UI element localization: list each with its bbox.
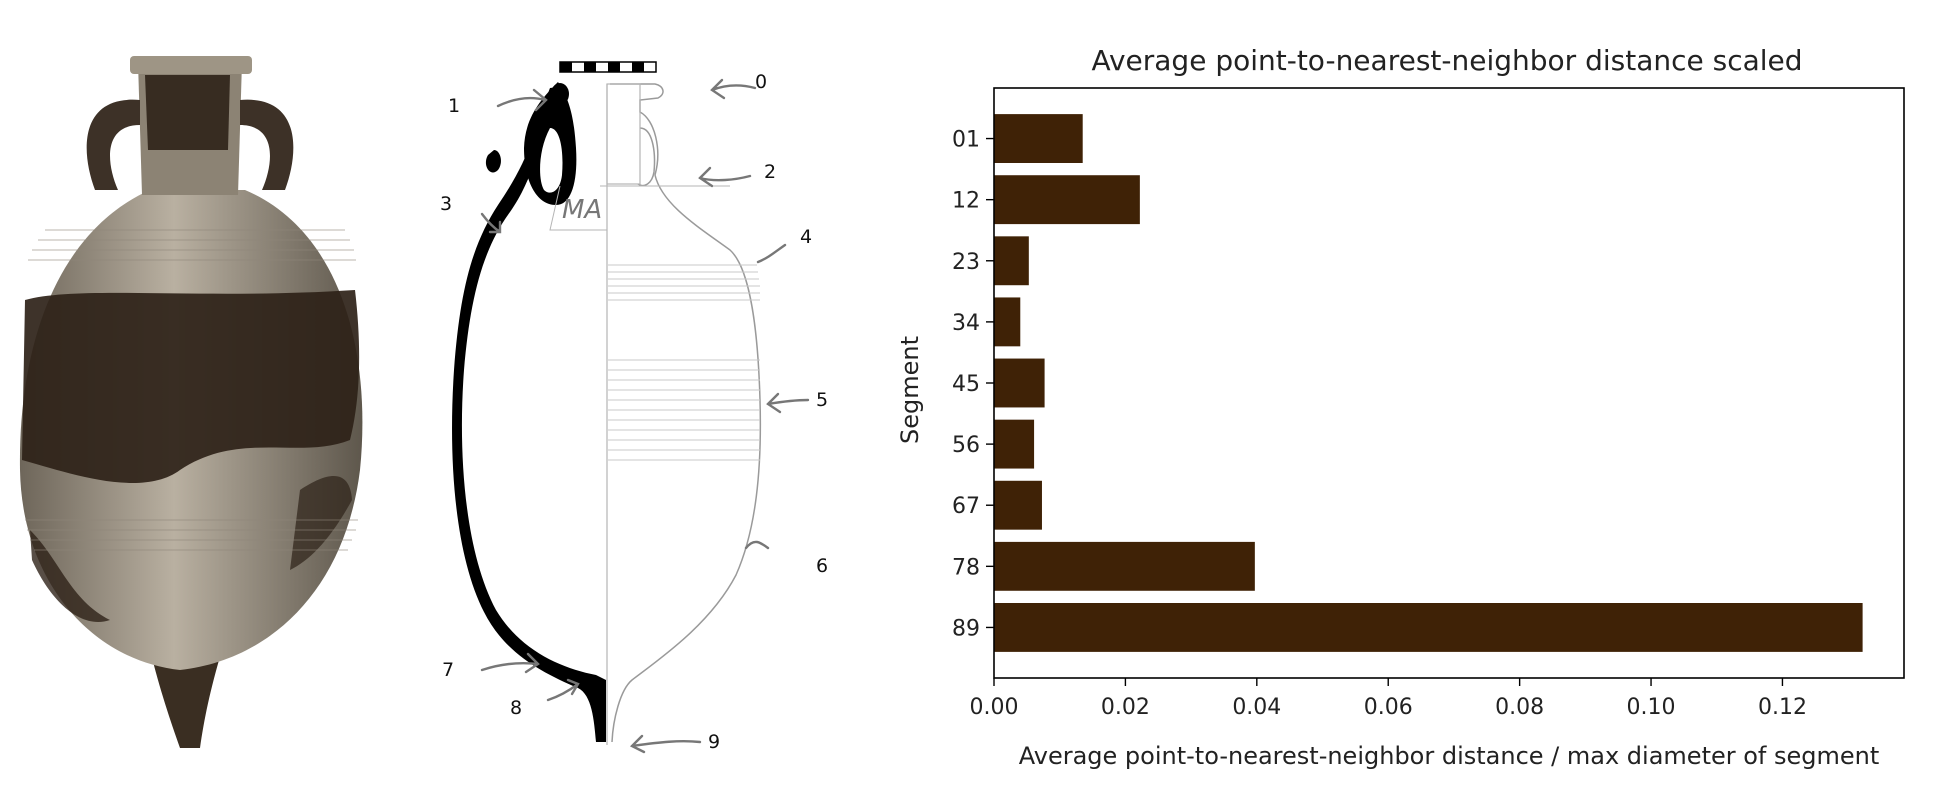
bar-34 <box>994 297 1021 347</box>
y-axis-label: Segment <box>896 336 924 444</box>
plot-frame <box>993 87 1905 679</box>
callout-label-8: 8 <box>510 697 522 719</box>
callout-label-6: 6 <box>816 555 828 577</box>
bars-layer <box>994 114 1863 652</box>
scale-bar <box>559 61 657 73</box>
x-tick-label-2: 0.04 <box>1232 695 1281 720</box>
chart-title: Average point-to-nearest-neighbor distan… <box>1091 44 1802 77</box>
bar-45 <box>994 358 1045 408</box>
amphora-photo-panel <box>0 0 400 802</box>
bar-23 <box>994 236 1029 286</box>
bar-56 <box>994 419 1035 469</box>
callout-label-0: 0 <box>755 71 767 93</box>
callout-label-3: 3 <box>440 193 452 215</box>
x-tick-label-3: 0.06 <box>1364 695 1413 720</box>
bar-12 <box>994 175 1140 225</box>
y-tick-label-67: 67 <box>952 494 980 519</box>
x-axis-label: Average point-to-nearest-neighbor distan… <box>1019 742 1880 770</box>
y-tick-label-12: 12 <box>952 189 980 214</box>
x-tick-label-0: 0.00 <box>970 695 1019 720</box>
y-tick-label-01: 01 <box>952 128 980 153</box>
inscription-text: MA <box>562 195 602 225</box>
chart-panel: Average point-to-nearest-neighbor distan… <box>880 0 1938 802</box>
bar-78 <box>994 541 1255 591</box>
y-tick-label-34: 34 <box>952 311 980 336</box>
section-profile <box>452 87 606 742</box>
callout-label-1: 1 <box>448 95 460 117</box>
callout-label-2: 2 <box>764 161 776 183</box>
amphora-photo <box>19 56 363 748</box>
y-tick-label-56: 56 <box>952 433 980 458</box>
ticks-layer: 01 12 23 34 45 56 67 78 89 0.00 0.02 0.04 0.06 0.08 0.… <box>952 128 1807 720</box>
bar-67 <box>994 480 1042 530</box>
callout-label-7: 7 <box>442 659 454 681</box>
callout-label-4: 4 <box>800 226 812 248</box>
bar-chart: Average point-to-nearest-neighbor distan… <box>896 44 1905 770</box>
x-tick-label-6: 0.12 <box>1758 695 1807 720</box>
y-tick-label-23: 23 <box>952 250 980 275</box>
x-tick-label-5: 0.10 <box>1627 695 1676 720</box>
callout-label-9: 9 <box>708 731 720 753</box>
y-tick-label-89: 89 <box>952 616 980 641</box>
amphora-drawing-panel: MA <box>400 0 830 802</box>
y-tick-label-78: 78 <box>952 555 980 580</box>
callout-label-5: 5 <box>816 389 828 411</box>
bar-89 <box>994 603 1863 652</box>
amphora-section-drawing: MA <box>440 61 828 754</box>
callout-arrows <box>480 78 810 754</box>
x-tick-label-4: 0.08 <box>1495 695 1544 720</box>
y-tick-label-45: 45 <box>952 372 980 397</box>
x-tick-label-1: 0.02 <box>1101 695 1150 720</box>
bar-01 <box>994 114 1083 163</box>
